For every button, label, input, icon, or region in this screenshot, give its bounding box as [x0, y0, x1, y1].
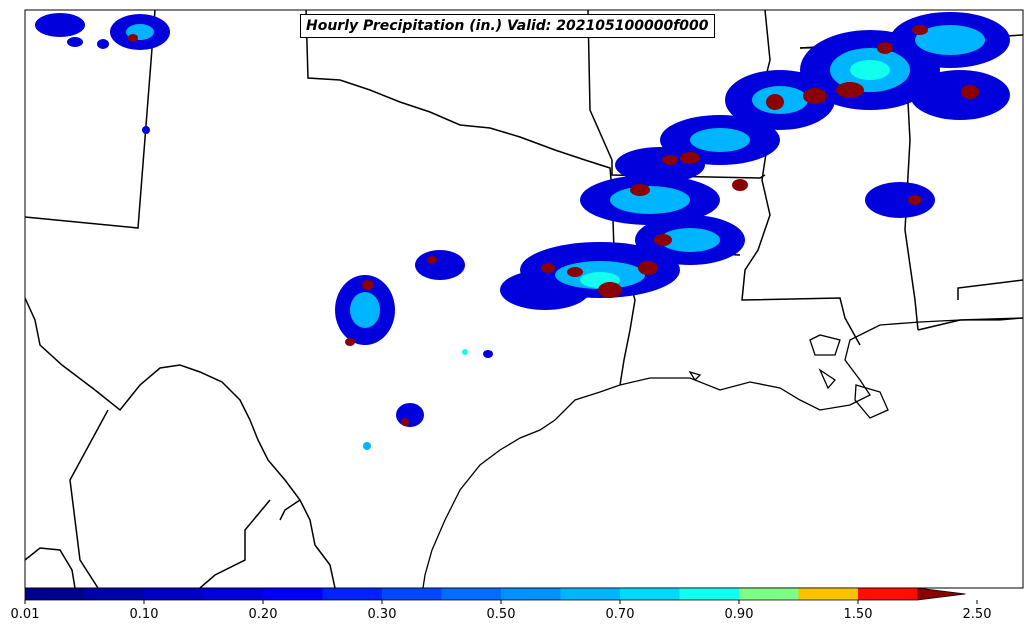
colorbar-segment — [263, 588, 323, 600]
colorbar-tick-label: 0.10 — [129, 607, 159, 622]
precip-cells-central-texas — [335, 250, 493, 450]
colorbar-segment — [620, 588, 680, 600]
colorbar-tick-label: 0.70 — [605, 607, 635, 622]
colorbar-segment — [25, 588, 85, 600]
colorbar-extend-arrow — [917, 588, 966, 600]
colorbar-segment — [322, 588, 383, 600]
colorbar-segment — [858, 588, 918, 600]
coastline — [422, 317, 1023, 588]
colorbar-tick-label: 0.30 — [367, 607, 397, 622]
map-title: Hourly Precipitation (in.) Valid: 202105… — [300, 14, 715, 38]
colorbar-segment — [84, 588, 145, 600]
colorbar — [24, 587, 978, 604]
colorbar-tick-label: 0.01 — [10, 607, 40, 622]
colorbar-segment — [441, 588, 502, 600]
colorbar-segment — [739, 588, 799, 600]
colorbar-outline — [24, 587, 966, 601]
colorbar-segment — [203, 588, 264, 600]
colorbar-segment — [560, 588, 621, 600]
colorbar-tick-label: 0.90 — [724, 607, 754, 622]
colorbar-segment — [679, 588, 740, 600]
precipitation-field — [35, 12, 1010, 450]
colorbar-segment — [144, 588, 204, 600]
colorbar-segment — [798, 588, 859, 600]
colorbar-segment — [382, 588, 442, 600]
colorbar-tick-label: 1.50 — [843, 607, 873, 622]
colorbar-tick-label: 0.20 — [248, 607, 278, 622]
precip-cells-northwest — [35, 13, 170, 134]
colorbar-tick-label: 0.50 — [486, 607, 516, 622]
precip-band-arklatex — [500, 175, 935, 310]
colorbar-tick-label: 2.50 — [962, 607, 992, 622]
precip-band-northeast — [615, 12, 1010, 183]
colorbar-segment — [501, 588, 561, 600]
